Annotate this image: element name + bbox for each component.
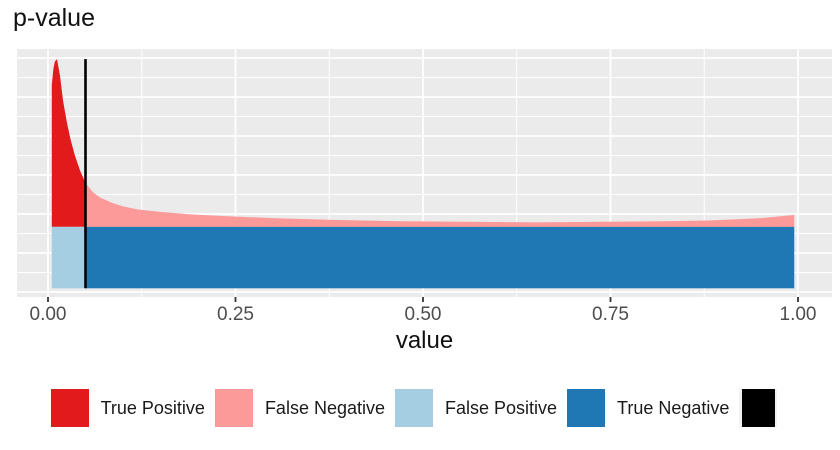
legend-key-false-positive [395,389,433,427]
area-true-positive [51,59,86,227]
plot-title: p-value [13,4,95,32]
legend-key-threshold [739,389,778,427]
x-tick-label: 1.00 [779,304,817,325]
x-axis-title: value [395,327,454,354]
area-false-positive [51,226,86,289]
x-tick-label: 0.50 [404,304,442,325]
false-positive-swatch-icon [395,389,433,427]
x-tick-label: 0.00 [29,304,67,325]
legend-item-label: False Negative [264,397,385,418]
true-positive-swatch-icon [50,389,89,427]
x-tick-label: 0.75 [592,304,629,325]
false-negative-swatch-icon [214,389,253,427]
legend-key-false-negative [214,389,253,427]
legend-item-true-negative: True Negative [567,389,729,427]
legend-key-true-positive [50,389,89,427]
legend-item-false-negative: False Negative [214,389,385,427]
legend-key-true-negative [567,389,606,427]
legend-item-label: True Positive [100,397,205,418]
legend-item-true-positive: True Positive [50,389,205,427]
x-tick-label: 0.25 [217,304,254,325]
legend-item-label: False Positive [445,397,558,418]
legend-item-false-positive: False Positive [395,389,557,427]
legend-item-label: True Negative [617,397,730,418]
area-false-negative [85,183,795,227]
true-negative-swatch-icon [567,389,606,427]
threshold-swatch-icon [741,389,775,427]
legend: True Positive False Negative False Posit… [0,389,840,427]
legend-item-threshold [739,389,789,427]
area-true-negative [85,226,795,289]
